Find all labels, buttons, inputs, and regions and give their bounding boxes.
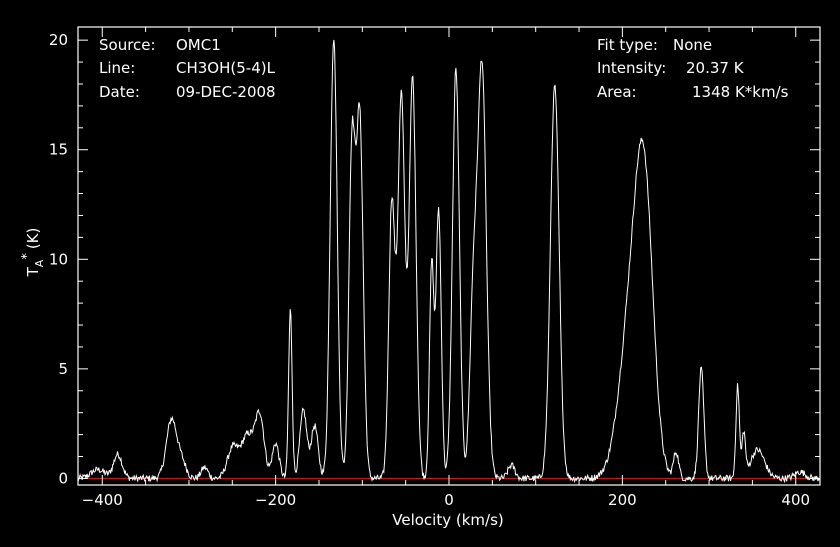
y-tick-label: 15	[49, 141, 68, 159]
date-value: 09-DEC-2008	[176, 83, 276, 101]
y-label-main: T	[24, 266, 42, 277]
source-label: Source:	[99, 36, 156, 54]
y-label-sup: *	[20, 253, 35, 260]
svg-text:TA*(K): TA* (K)	[20, 228, 46, 278]
x-tick-labels: −400 −200 0 200 400	[82, 491, 810, 509]
axis-ticks	[78, 27, 820, 485]
y-tick-label: 10	[49, 250, 68, 268]
x-tick-label: −200	[255, 491, 296, 509]
y-tick-label: 5	[58, 360, 68, 378]
x-axis-label: Velocity (km/s)	[392, 511, 503, 529]
intensity-value: 20.37 K	[686, 59, 744, 77]
area-label: Area:	[597, 83, 637, 101]
x-tick-label: −400	[82, 491, 123, 509]
y-tick-labels: 0 5 10 15 20	[49, 31, 68, 487]
x-tick-label: 0	[444, 491, 454, 509]
line-label: Line:	[99, 59, 136, 77]
y-label-sub: A	[33, 259, 46, 267]
spectrum-trace	[77, 39, 820, 484]
intensity-label: Intensity:	[597, 59, 667, 77]
fit-type-label: Fit type:	[597, 36, 658, 54]
x-tick-label: 400	[781, 491, 810, 509]
y-axis-label: TA* (K)	[20, 228, 46, 278]
date-label: Date:	[99, 83, 140, 101]
line-value: CH3OH(5-4)L	[176, 59, 275, 77]
y-label-unit: (K)	[24, 228, 42, 250]
area-value: 1348 K*km/s	[692, 83, 789, 101]
x-tick-label: 200	[608, 491, 637, 509]
y-tick-label: 20	[49, 31, 68, 49]
y-tick-label: 0	[58, 469, 68, 487]
source-value: OMC1	[176, 36, 221, 54]
fit-type-value: None	[673, 36, 713, 54]
